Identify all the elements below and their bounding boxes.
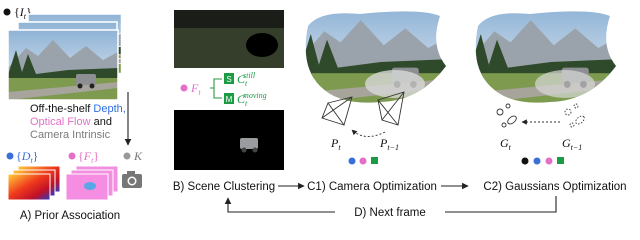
- text-run: Camera Intrinsic: [30, 129, 111, 141]
- text-run: t−1: [571, 143, 583, 152]
- text-run: t: [245, 79, 248, 88]
- text-run: t: [245, 99, 248, 108]
- text-run: P: [379, 136, 388, 150]
- text-run: t: [198, 88, 201, 97]
- text-run: {: [16, 149, 22, 163]
- camera-poses: [321, 91, 405, 137]
- loop-arrow: [228, 196, 557, 213]
- moving-tag: M: [226, 95, 233, 104]
- dot: [521, 157, 529, 165]
- text-run: t: [30, 156, 33, 165]
- text-run: }: [33, 149, 39, 163]
- tools-text: Off-the-shelf Depth,: [30, 103, 126, 115]
- text-run: t: [338, 143, 341, 152]
- text-run: still: [243, 71, 256, 80]
- dot: [348, 157, 356, 165]
- text-run: Depth,: [93, 103, 125, 115]
- gaussian-label: Gt: [500, 136, 512, 152]
- dot: [359, 157, 367, 165]
- text-run: and: [91, 116, 112, 128]
- text-run: D: [21, 149, 31, 163]
- text-run: C: [237, 92, 246, 106]
- depth-label: {Dt}: [16, 149, 38, 165]
- text-run: F: [83, 149, 92, 163]
- split-arrow: [210, 78, 222, 99]
- text-run: K: [133, 149, 143, 163]
- camera-icon: [122, 171, 142, 188]
- text-run: Optical Flow: [30, 116, 91, 128]
- intrinsic-label: K: [133, 149, 143, 163]
- caption: C2) Gaussians Optimization: [483, 181, 626, 193]
- text-run: I: [19, 5, 25, 19]
- gaussian-label: Gt−1: [562, 136, 582, 152]
- text-run: Off-the-shelf: [30, 103, 93, 115]
- caption: A) Prior Association: [20, 210, 120, 222]
- flow-maps: [65, 165, 119, 201]
- caption: D) Next frame: [354, 207, 426, 219]
- flow-label: Ft: [190, 81, 201, 97]
- text-run: t: [24, 12, 27, 21]
- still-tag: S: [226, 75, 231, 84]
- text-run: P: [330, 136, 339, 150]
- text-run: G: [500, 136, 509, 150]
- dot: [545, 157, 553, 165]
- frames-label: {It}: [14, 5, 32, 21]
- text-run: t: [91, 156, 94, 165]
- depth-maps: [7, 165, 61, 201]
- dot: [180, 84, 188, 92]
- caption: B) Scene Clustering: [173, 181, 275, 193]
- dot: [557, 157, 564, 164]
- dot: [371, 157, 378, 164]
- tag-box: [224, 93, 234, 104]
- dot: [123, 152, 131, 160]
- dot: [3, 8, 11, 16]
- dot: [533, 157, 541, 165]
- tag-box: [224, 73, 234, 84]
- pose-label: Pt: [330, 136, 341, 152]
- input-frames: [7, 13, 123, 101]
- dot: [6, 152, 14, 160]
- figure: {It} Off-the-shelf Depth, Optical Flow a…: [3, 5, 627, 222]
- text-run: moving: [243, 91, 267, 100]
- tools-text: Optical Flow and: [30, 116, 112, 128]
- moving-mask: [174, 110, 284, 170]
- static-mask: [174, 10, 284, 68]
- full-reconstruction: [475, 11, 617, 103]
- text-run: }: [93, 149, 99, 163]
- text-run: }: [26, 5, 32, 19]
- flow-label: {Ft}: [78, 149, 99, 165]
- text-run: G: [562, 136, 571, 150]
- text-run: t: [509, 143, 512, 152]
- pose-label: Pt−1: [379, 136, 399, 152]
- caption: C1) Camera Optimization: [307, 181, 437, 193]
- static-reconstruction: [305, 11, 447, 103]
- text-run: t−1: [387, 143, 399, 152]
- text-run: C: [237, 72, 246, 86]
- dot: [68, 152, 76, 160]
- text-run: {: [78, 149, 84, 163]
- still-label: Ctstill: [237, 71, 256, 88]
- text-run: {: [14, 5, 20, 19]
- gaussians-icons: [496, 103, 585, 128]
- tools-text: Camera Intrinsic: [30, 129, 111, 141]
- text-run: F: [190, 81, 199, 95]
- moving-label: Ctmoving: [237, 91, 267, 108]
